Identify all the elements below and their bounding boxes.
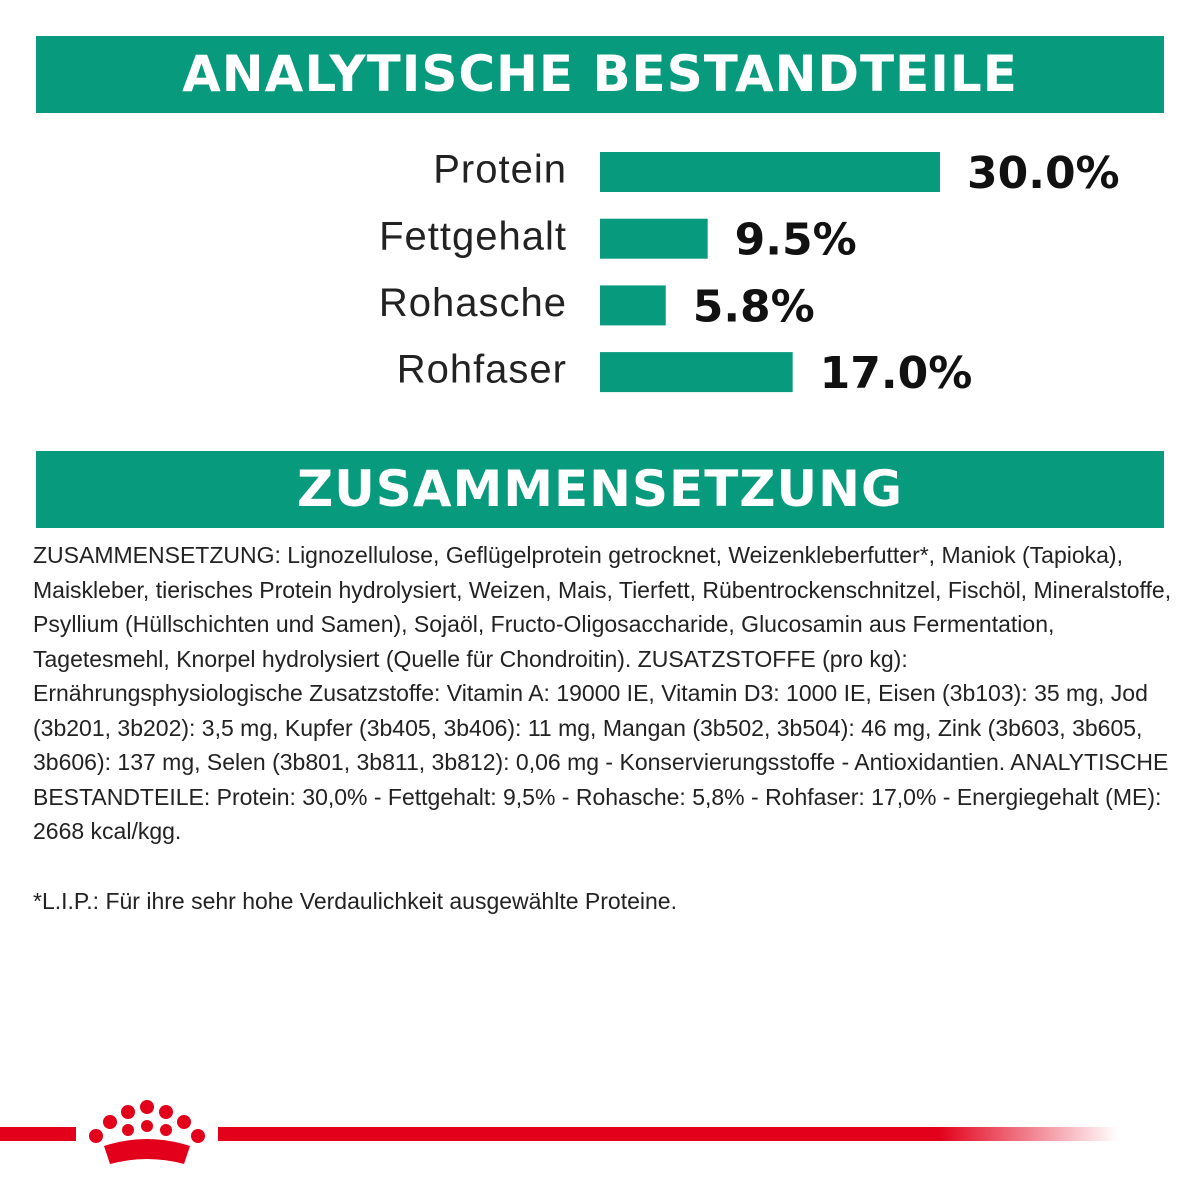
value-label: 5.8% [693,281,815,332]
crown-logo [89,1100,205,1164]
bar [600,152,940,192]
category-label: Rohasche [379,281,567,325]
category-label: Fettgehalt [379,214,567,258]
footnote: *L.I.P.: Für ihre sehr hohe Verdaulichke… [33,888,677,914]
brand-line [218,1127,1118,1141]
value-label: 17.0% [820,348,973,399]
brand-line [0,1127,76,1141]
chart: Protein 30.0% Fettgehalt 9.5% Rohasche 5.8% Ro… [379,148,1120,400]
composition-text: ZUSAMMENSETZUNG: Lignozellulose, Geflüge… [33,542,1172,844]
section-title: ANALYTISCHE BESTANDTEILE [36,36,1164,113]
bar [600,218,708,259]
bar [600,352,793,393]
value-label: 30.0% [967,148,1120,199]
brand-footer [0,1100,1118,1164]
bar [600,285,666,326]
section-title: ZUSAMMENSETZUNG [36,451,1164,528]
category-label: Protein [433,148,567,192]
value-label: 9.5% [735,215,857,266]
category-label: Rohfaser [397,348,567,392]
